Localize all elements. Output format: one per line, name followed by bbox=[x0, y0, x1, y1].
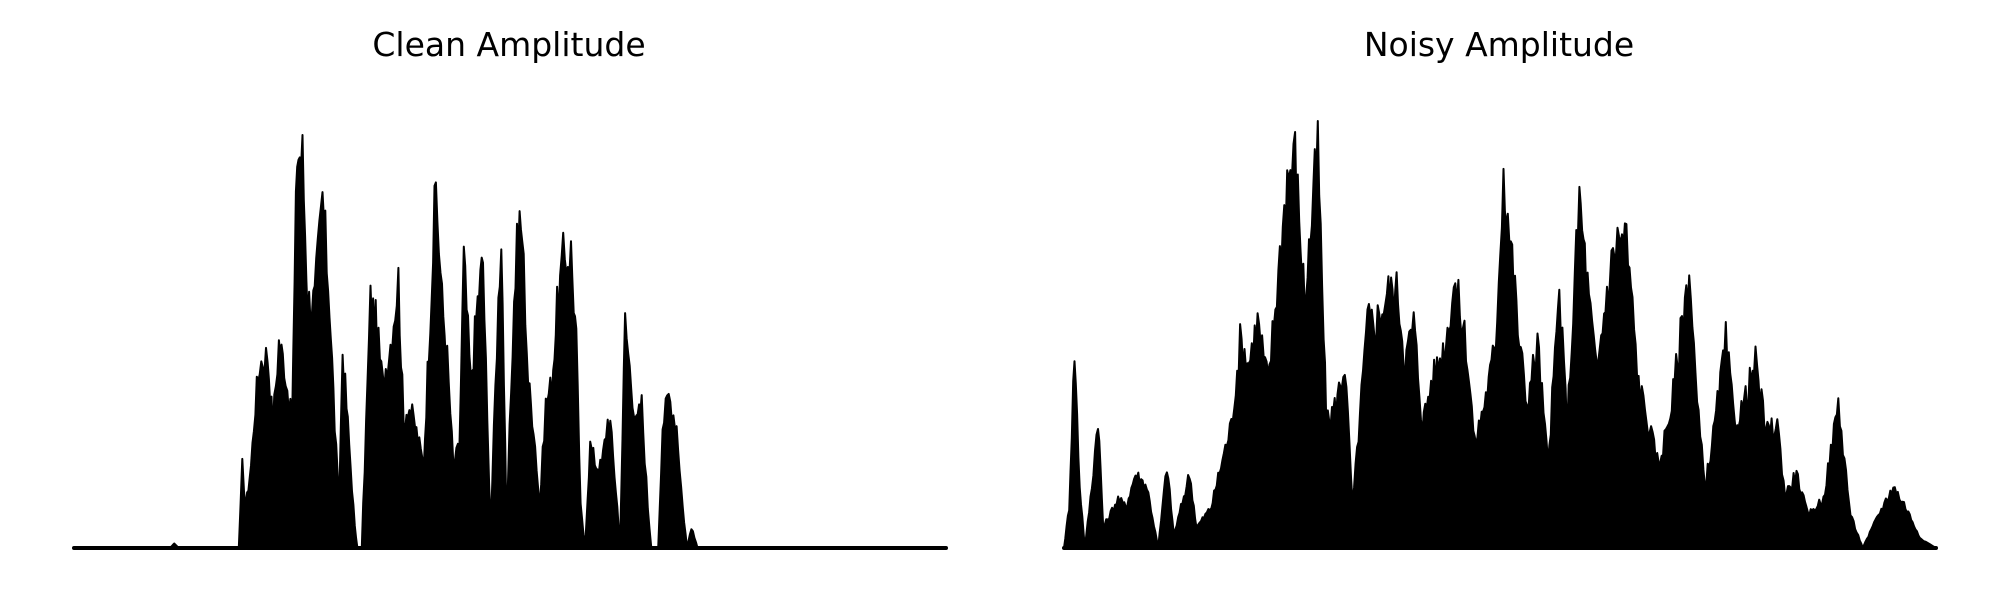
clean-amplitude-panel: Clean Amplitude bbox=[72, 25, 948, 550]
clean-amplitude-waveform bbox=[73, 134, 947, 549]
noisy-amplitude-waveform bbox=[1063, 120, 1937, 549]
clean-amplitude-title: Clean Amplitude bbox=[372, 25, 645, 64]
noisy-amplitude-title: Noisy Amplitude bbox=[1364, 25, 1634, 64]
noisy-amplitude-panel: Noisy Amplitude bbox=[1062, 25, 1938, 550]
